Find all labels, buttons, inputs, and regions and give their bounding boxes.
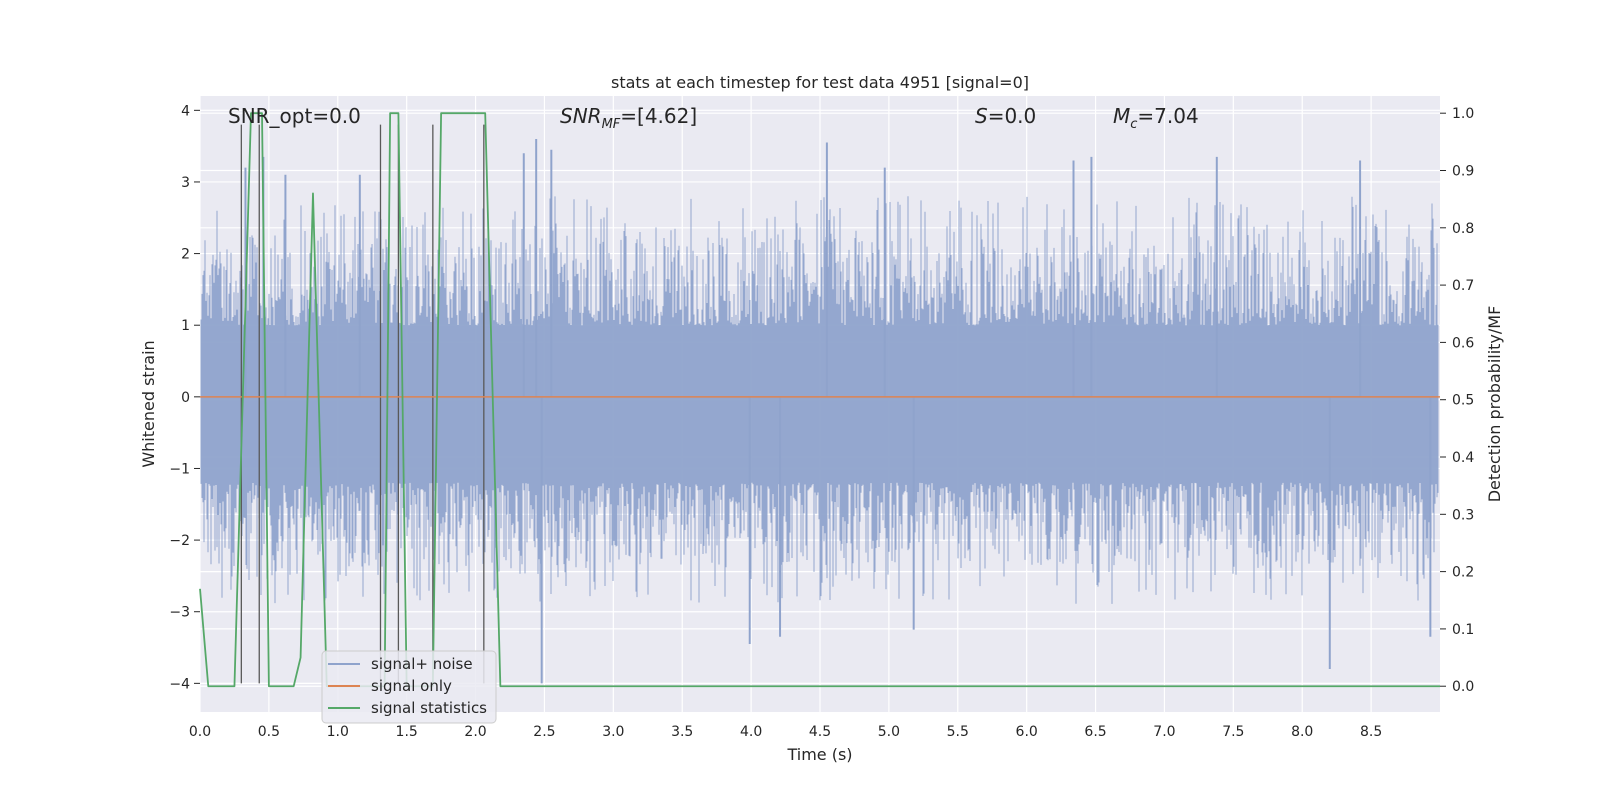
x-tick-label: 3.0 (602, 724, 624, 740)
y2-axis-label: Detection probability/MF (1485, 306, 1504, 503)
legend-label-signal-only: signal only (371, 677, 452, 695)
x-tick-label: 5.0 (878, 724, 900, 740)
y2-tick-label: 0.0 (1452, 679, 1474, 695)
y-tick-label: 3 (181, 175, 190, 191)
x-axis-ticks: 0.0 0.5 1.0 1.5 2.0 2.5 3.0 3.5 4.0 4.5 5.0 5.5 6.0 6… (189, 724, 1382, 740)
chart-title: stats at each timestep for test data 495… (611, 73, 1029, 92)
y2-tick-label: 0.9 (1452, 163, 1474, 179)
x-tick-label: 0.5 (258, 724, 280, 740)
y-tick-label: 1 (181, 318, 190, 334)
x-tick-label: 7.0 (1153, 724, 1175, 740)
y2-tick-label: 0.4 (1452, 450, 1474, 466)
x-tick-label: 1.0 (327, 724, 349, 740)
x-tick-label: 4.5 (809, 724, 831, 740)
noise-trace (200, 196, 1439, 604)
y2-tick-label: 0.7 (1452, 278, 1474, 294)
annotation-s: S=0.0 (975, 104, 1036, 128)
x-tick-label: 6.0 (1016, 724, 1038, 740)
y2-axis-ticks: 0.0 0.1 0.2 0.3 0.4 0.5 0.6 0.7 0.8 0.9 1.0 (1440, 106, 1474, 695)
x-tick-label: 3.5 (671, 724, 693, 740)
y-tick-label: 2 (181, 247, 190, 263)
x-tick-label: 6.5 (1084, 724, 1106, 740)
x-tick-label: 2.0 (464, 724, 486, 740)
x-tick-label: 0.0 (189, 724, 211, 740)
y2-tick-label: 0.5 (1452, 393, 1474, 409)
legend-label-signal-noise: signal+ noise (371, 655, 473, 673)
y2-tick-label: 0.3 (1452, 507, 1474, 523)
annotation-snr-opt: SNR_opt=0.0 (228, 104, 361, 128)
y2-tick-label: 0.2 (1452, 565, 1474, 581)
y-tick-label: 0 (181, 390, 190, 406)
annotation-snr-mf: SNRMF=[4.62] (560, 104, 697, 132)
x-tick-label: 2.5 (533, 724, 555, 740)
legend-box (321, 650, 497, 724)
legend-label-signal-statistics: signal statistics (371, 699, 487, 717)
y-tick-label: 4 (181, 103, 190, 119)
x-tick-label: 7.5 (1222, 724, 1244, 740)
x-tick-label: 8.0 (1291, 724, 1313, 740)
x-tick-label: 5.5 (947, 724, 969, 740)
y2-tick-label: 0.8 (1452, 221, 1474, 237)
y-tick-label: −3 (169, 605, 190, 621)
y2-tick-label: 0.1 (1452, 622, 1474, 638)
legend: signal+ noise signal only signal statist… (321, 650, 497, 724)
y2-tick-label: 1.0 (1452, 106, 1474, 122)
y-tick-label: −2 (169, 533, 190, 549)
y-axis-ticks: −4 −3 −2 −1 0 1 2 3 4 (169, 103, 200, 692)
y2-tick-label: 0.6 (1452, 335, 1474, 351)
y-tick-label: −1 (169, 461, 190, 477)
y-axis-label: Whitened strain (139, 340, 158, 467)
x-tick-label: 1.5 (396, 724, 418, 740)
x-tick-label: 8.5 (1360, 724, 1382, 740)
x-tick-label: 4.0 (740, 724, 762, 740)
vertical-markers (240, 124, 485, 684)
y-tick-label: −4 (169, 676, 190, 692)
series-signal-noise (200, 138, 1439, 684)
annotation-mc: Mc=7.04 (1113, 104, 1199, 132)
x-axis-label: Time (s) (786, 745, 852, 764)
